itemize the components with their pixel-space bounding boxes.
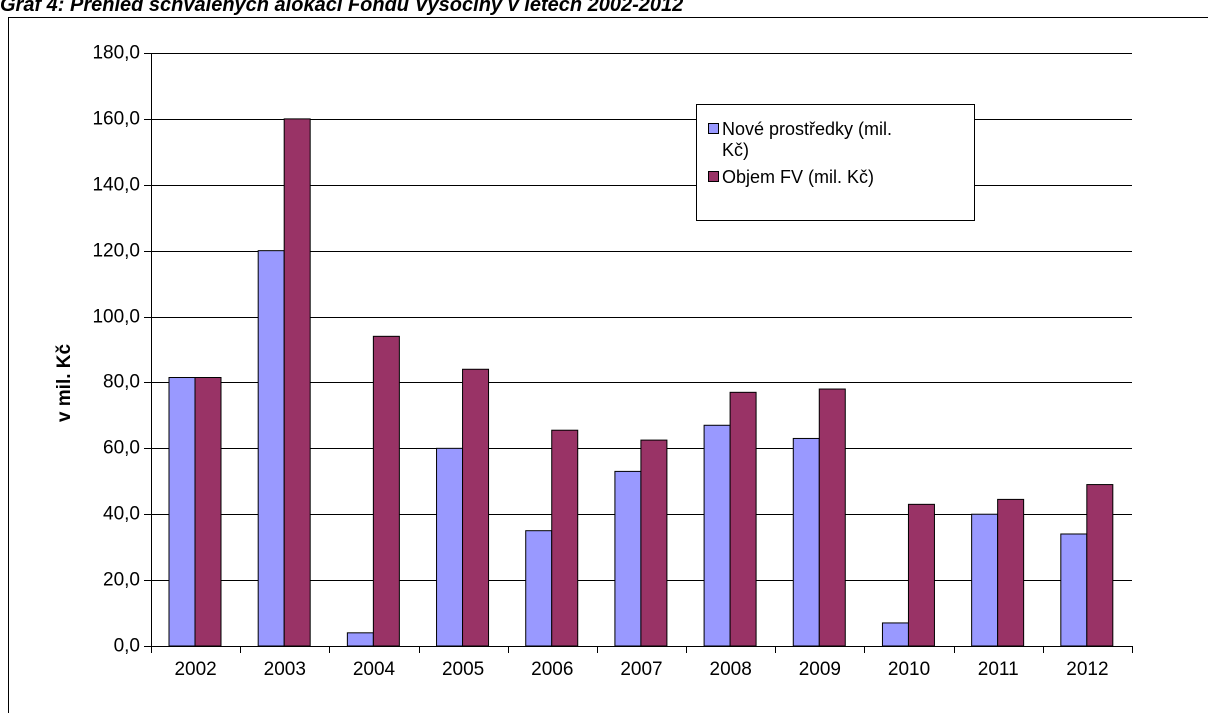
x-tick-label: 2003 bbox=[264, 659, 306, 680]
chart-frame bbox=[8, 17, 1208, 713]
y-tick-label: 100,0 bbox=[92, 307, 140, 328]
bar-2006-series-2 bbox=[551, 429, 579, 647]
bar-2007-series-1 bbox=[614, 470, 642, 647]
x-tick-label: 2007 bbox=[620, 659, 662, 680]
x-tick-label: 2005 bbox=[442, 659, 484, 680]
bar-2010-series-2 bbox=[907, 503, 935, 647]
bar-2008-series-1 bbox=[703, 424, 731, 647]
bar-2009-series-2 bbox=[818, 388, 846, 647]
bar-2002-series-1 bbox=[168, 377, 196, 647]
bar-2012-series-1 bbox=[1060, 533, 1088, 647]
x-tick-labels: 2002 2003 2004 2005 2006 2007 2008 2009 2010 2011… bbox=[174, 659, 1108, 680]
bar-2011-series-2 bbox=[997, 498, 1025, 647]
x-tick-label: 2006 bbox=[531, 659, 573, 680]
x-tick-label: 2008 bbox=[710, 659, 752, 680]
legend-label-2: Objem FV (mil. Kč) bbox=[722, 167, 874, 187]
bar-2008-series-2 bbox=[729, 391, 757, 647]
axes bbox=[151, 53, 1133, 653]
bar-2003-series-2 bbox=[283, 118, 311, 647]
y-tick-label: 160,0 bbox=[92, 109, 140, 130]
y-tick-label: 40,0 bbox=[103, 504, 140, 525]
bars bbox=[168, 118, 1114, 647]
legend-swatch-1 bbox=[708, 123, 719, 134]
bar-2004-series-1 bbox=[346, 632, 374, 647]
legend-swatch-2 bbox=[708, 171, 719, 182]
legend-label-1: Kč) bbox=[722, 140, 749, 160]
y-tick-label: 0,0 bbox=[114, 636, 140, 657]
chart-title: Graf 4: Přehled schválených alokací Fond… bbox=[0, 0, 684, 16]
bar-2010-series-1 bbox=[881, 622, 909, 647]
title-strip: Graf 4: Přehled schválených alokací Fond… bbox=[0, 0, 1208, 18]
bar-2005-series-2 bbox=[462, 368, 490, 647]
bar-2004-series-2 bbox=[372, 335, 400, 647]
bar-2007-series-2 bbox=[640, 439, 668, 647]
y-tick-label: 80,0 bbox=[103, 372, 140, 393]
y-tick-labels: 0,0 20,0 40,0 60,0 80,0 100,0 120,0 140,0 160,0 1… bbox=[92, 43, 140, 657]
x-tick-label: 2010 bbox=[888, 659, 930, 680]
bar-2002-series-2 bbox=[194, 377, 222, 647]
y-tick-label: 120,0 bbox=[92, 241, 140, 262]
y-axis-label: v mil. Kč bbox=[54, 344, 75, 423]
legend: Nové prostředky (mil.Kč) Objem FV (mil. K… bbox=[696, 104, 975, 221]
y-tick-label: 140,0 bbox=[92, 175, 140, 196]
bar-2009-series-1 bbox=[792, 437, 820, 647]
y-tick-label: 180,0 bbox=[92, 43, 140, 64]
y-tick-label: 20,0 bbox=[103, 570, 140, 591]
legend-label-1: Nové prostředky (mil. bbox=[722, 119, 892, 139]
x-tick-label: 2011 bbox=[978, 659, 1019, 680]
x-tick-label: 2002 bbox=[174, 659, 216, 680]
y-tick-label: 60,0 bbox=[103, 438, 140, 459]
bar-2003-series-1 bbox=[257, 250, 285, 647]
x-tick-label: 2012 bbox=[1066, 659, 1108, 680]
x-tick-label: 2009 bbox=[799, 659, 841, 680]
bar-2005-series-1 bbox=[436, 447, 464, 647]
legend-box bbox=[696, 104, 975, 221]
x-tick-label: 2004 bbox=[353, 659, 396, 680]
bar-2012-series-2 bbox=[1086, 484, 1114, 647]
bar-2006-series-1 bbox=[525, 530, 553, 647]
bar-2011-series-1 bbox=[971, 513, 999, 647]
